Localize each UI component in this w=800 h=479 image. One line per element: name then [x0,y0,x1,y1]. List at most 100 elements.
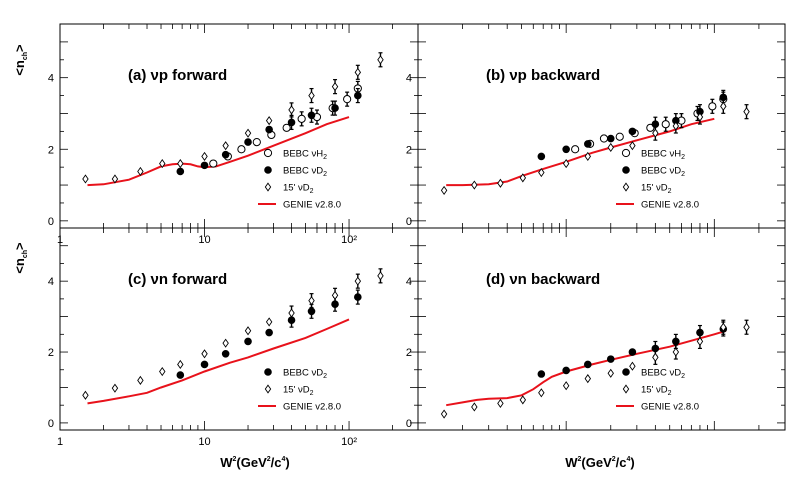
legend-label: GENIE v2.8.0 [283,200,341,211]
point-open-diamond [720,101,727,111]
x-tick-label: 10² [341,436,357,448]
point-open-diamond [288,105,295,115]
y-tick-label: 2 [48,347,54,359]
point-open-circle [343,95,352,104]
point-filled-circle [584,360,592,369]
panel-d: 0 2 4 (d) νn backward BEBC νD2 15' νD2 GENIE v… [406,227,786,431]
point-open-diamond [471,402,478,412]
legend-swatch [263,148,273,158]
legend-swatch [264,384,272,394]
point-open-diamond [562,381,570,391]
x-tick-label: 10 [198,234,210,246]
point-open-diamond [497,178,504,188]
legend-label: BEBC νH2 [283,149,327,162]
point-open-diamond [696,112,704,122]
point-open-circle [708,102,717,111]
panel-title: (b) νp backward [486,67,600,84]
y-tick-label: 4 [406,276,412,288]
legend-label: 15' νD2 [283,183,314,196]
point-open-diamond [244,128,252,138]
point-filled-circle [176,371,185,379]
panel-frame [417,23,786,229]
genie-curve [446,329,727,407]
point-open-circle [237,145,246,154]
point-filled-circle [628,127,637,136]
point-filled-circle [537,152,546,161]
y-tick-label: 4 [48,276,54,288]
point-open-diamond [607,142,614,153]
panel-title: (a) νp forward [128,67,227,84]
point-filled-circle [606,134,615,143]
legend-label: GENIE v2.8.0 [283,402,341,413]
point-open-diamond [222,338,229,348]
point-open-diamond [201,349,208,359]
point-open-diamond [244,326,252,336]
legend-label: 15' νD2 [641,385,672,398]
point-open-circle [282,123,291,132]
point-open-diamond [584,151,592,162]
point-open-diamond [538,388,545,398]
point-open-diamond [743,322,750,332]
x-tick-label: 10² [341,234,357,246]
point-filled-circle [265,125,273,134]
point-open-diamond [308,296,315,306]
point-open-diamond [471,180,478,190]
legend-label: 15' νD2 [641,183,672,196]
y-tick-label: 4 [406,73,412,85]
point-open-diamond [82,174,89,184]
y-tick-label: 2 [48,144,54,156]
legend-swatch [622,166,630,174]
point-open-diamond [159,366,166,377]
point-open-diamond [562,158,570,169]
point-filled-circle [672,337,680,346]
legend-swatch [622,384,630,394]
point-open-diamond [159,158,166,169]
point-open-diamond [743,107,750,117]
point-open-circle [599,134,609,143]
point-open-diamond [288,308,295,318]
point-open-diamond [265,317,273,327]
point-open-diamond [201,151,208,162]
point-open-diamond [111,383,119,393]
point-open-diamond [497,398,504,409]
point-filled-circle [354,91,362,100]
point-filled-circle [244,138,252,146]
legend-label: BEBC νH2 [641,149,685,162]
y-tick-label: 2 [406,347,412,359]
point-open-diamond [629,141,636,151]
x-tick-label: 1 [57,436,63,448]
point-filled-circle [200,360,209,369]
panel-title: (c) νn forward [128,271,227,288]
point-open-diamond [177,158,184,169]
legend-swatch [622,182,630,192]
legend-label: GENIE v2.8.0 [641,402,699,413]
point-open-circle [209,159,218,168]
genie-curve [87,318,350,405]
point-open-diamond [377,55,384,65]
panel-c: 0 2 4 1 10 10² (c) νn forward BEBC νD2 15' νD2 GE… [48,227,419,448]
point-open-diamond [720,322,727,332]
legend-label: BEBC νD2 [283,166,327,179]
y-axis-title-bottom: <nch> [12,242,29,274]
legend-label: GENIE v2.8.0 [641,200,699,211]
point-filled-circle [354,293,362,301]
x-axis-title-right: W2(GeV2/c4) [565,455,635,470]
legend-label: BEBC νD2 [641,166,685,179]
point-open-diamond [137,375,144,385]
point-open-diamond [265,116,273,126]
legend-swatch [622,368,630,376]
point-open-diamond [331,290,339,300]
point-filled-circle [562,366,570,375]
point-filled-circle [606,355,615,363]
point-filled-circle [331,104,339,112]
legend-swatch [264,182,272,192]
point-open-diamond [652,128,659,138]
legend-label: BEBC νD2 [641,368,685,381]
point-filled-circle [287,118,296,127]
svg-text:<nch>: <nch> [12,242,29,274]
point-filled-circle [221,150,230,159]
point-filled-circle [562,145,570,154]
point-open-circle [661,120,670,129]
y-tick-label: 4 [48,73,54,85]
